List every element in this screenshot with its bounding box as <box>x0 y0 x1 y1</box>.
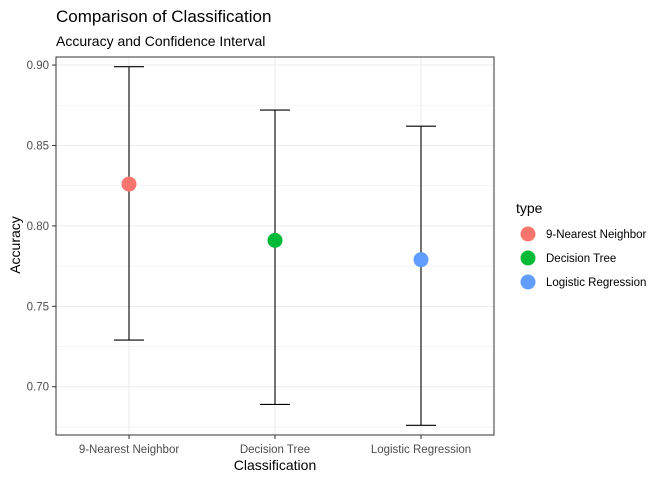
x-tick-label: Decision Tree <box>240 444 310 456</box>
x-tick-label: Logistic Regression <box>371 444 471 456</box>
data-point <box>121 176 137 192</box>
x-axis-ticks: 9-Nearest Neighbor Decision Tree Logistic … <box>79 435 471 456</box>
legend: type 9-Nearest Neighbor Decision Tree Logi… <box>516 200 647 290</box>
legend-label: 9-Nearest Neighbor <box>546 229 647 241</box>
data-point <box>267 232 283 248</box>
y-axis-title: Accuracy <box>7 216 23 274</box>
x-tick-label: 9-Nearest Neighbor <box>79 444 180 456</box>
chart-subtitle: Accuracy and Confidence Interval <box>56 33 265 49</box>
y-tick-label: 0.70 <box>27 382 49 394</box>
y-tick-label: 0.85 <box>27 140 49 152</box>
data-point <box>413 252 429 268</box>
legend-label: Decision Tree <box>546 253 616 265</box>
legend-key <box>520 226 536 242</box>
legend-title: type <box>516 200 543 216</box>
y-tick-label: 0.80 <box>27 221 49 233</box>
y-tick-label: 0.90 <box>27 60 49 72</box>
legend-key <box>520 250 536 266</box>
x-axis-title: Classification <box>234 457 316 473</box>
legend-label: Logistic Regression <box>546 277 646 289</box>
legend-key <box>520 274 536 290</box>
y-tick-label: 0.75 <box>27 301 49 313</box>
y-axis-ticks: 0.70 0.75 0.80 0.85 0.90 <box>27 60 56 394</box>
error-bars <box>114 66 436 426</box>
points <box>121 176 429 268</box>
chart-title: Comparison of Classification <box>56 7 271 26</box>
